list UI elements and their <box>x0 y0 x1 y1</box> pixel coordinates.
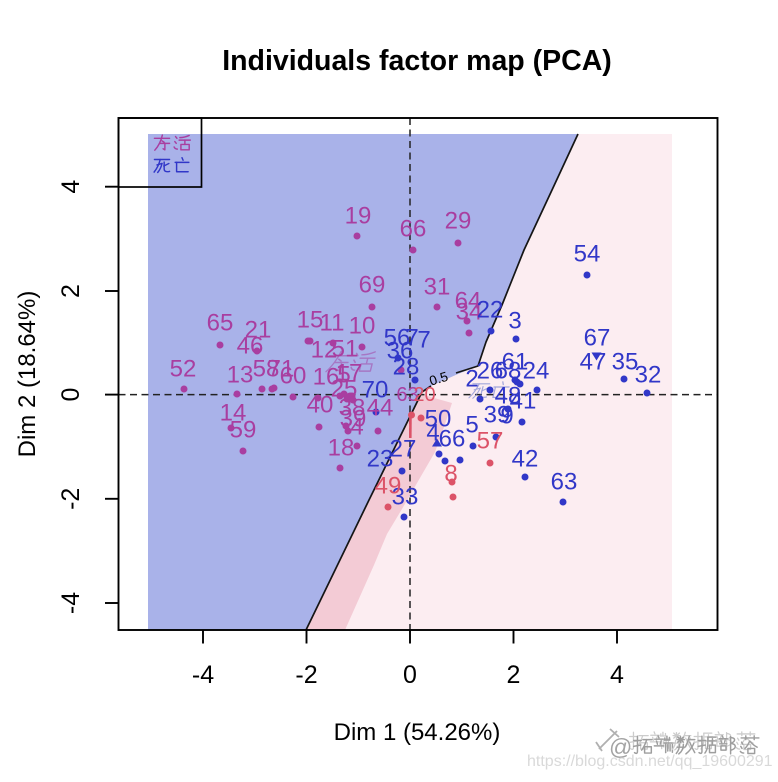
svg-text:3: 3 <box>508 308 521 335</box>
svg-text:2: 2 <box>57 284 85 298</box>
svg-text:Dim 2 (18.64%): Dim 2 (18.64%) <box>14 291 41 458</box>
svg-text:28: 28 <box>393 354 420 381</box>
svg-text:-4: -4 <box>192 661 214 689</box>
svg-text:63: 63 <box>551 469 578 496</box>
svg-text:54: 54 <box>574 241 601 268</box>
svg-text:59: 59 <box>230 417 257 444</box>
svg-text:66: 66 <box>439 426 466 453</box>
svg-text:29: 29 <box>445 208 472 235</box>
svg-text:70: 70 <box>362 377 389 404</box>
svg-text:13: 13 <box>227 362 254 389</box>
svg-text:4: 4 <box>57 180 85 194</box>
svg-text:31: 31 <box>424 274 451 301</box>
svg-text:27: 27 <box>390 436 417 463</box>
svg-text:20: 20 <box>413 384 435 406</box>
svg-text:52: 52 <box>170 356 197 383</box>
svg-text:67: 67 <box>584 325 611 352</box>
svg-text:0: 0 <box>57 388 85 402</box>
svg-text:7: 7 <box>417 327 430 354</box>
svg-text:-2: -2 <box>57 488 85 510</box>
svg-text:8: 8 <box>444 461 457 488</box>
svg-text:66: 66 <box>400 216 427 243</box>
svg-text:49: 49 <box>375 473 402 500</box>
svg-text:42: 42 <box>512 446 539 473</box>
svg-text:57: 57 <box>477 428 504 455</box>
svg-text:40: 40 <box>307 392 334 419</box>
svg-text:68: 68 <box>495 358 522 385</box>
svg-text:47: 47 <box>580 349 607 376</box>
svg-text:Individuals factor map (PCA): Individuals factor map (PCA) <box>222 45 612 77</box>
svg-text:9: 9 <box>500 403 513 430</box>
svg-text:24: 24 <box>523 358 550 385</box>
svg-text:https://blog.csdn.net/qq_19600: https://blog.csdn.net/qq_19600291 <box>527 753 773 770</box>
svg-text:18: 18 <box>328 435 355 462</box>
svg-text:2: 2 <box>507 661 521 689</box>
svg-text:69: 69 <box>359 272 386 299</box>
svg-text:11: 11 <box>320 310 345 337</box>
svg-text:4: 4 <box>610 661 624 689</box>
svg-text:60: 60 <box>280 363 307 390</box>
svg-text:Dim 1 (54.26%): Dim 1 (54.26%) <box>334 719 501 746</box>
svg-text:0: 0 <box>403 661 417 689</box>
svg-text:5: 5 <box>337 362 350 389</box>
svg-text:-4: -4 <box>57 592 85 614</box>
svg-text:-2: -2 <box>295 661 317 689</box>
svg-text:32: 32 <box>635 362 662 389</box>
svg-text:65: 65 <box>207 310 234 337</box>
svg-text:51: 51 <box>332 336 359 363</box>
svg-text:19: 19 <box>345 203 372 230</box>
svg-text:22: 22 <box>477 297 504 324</box>
